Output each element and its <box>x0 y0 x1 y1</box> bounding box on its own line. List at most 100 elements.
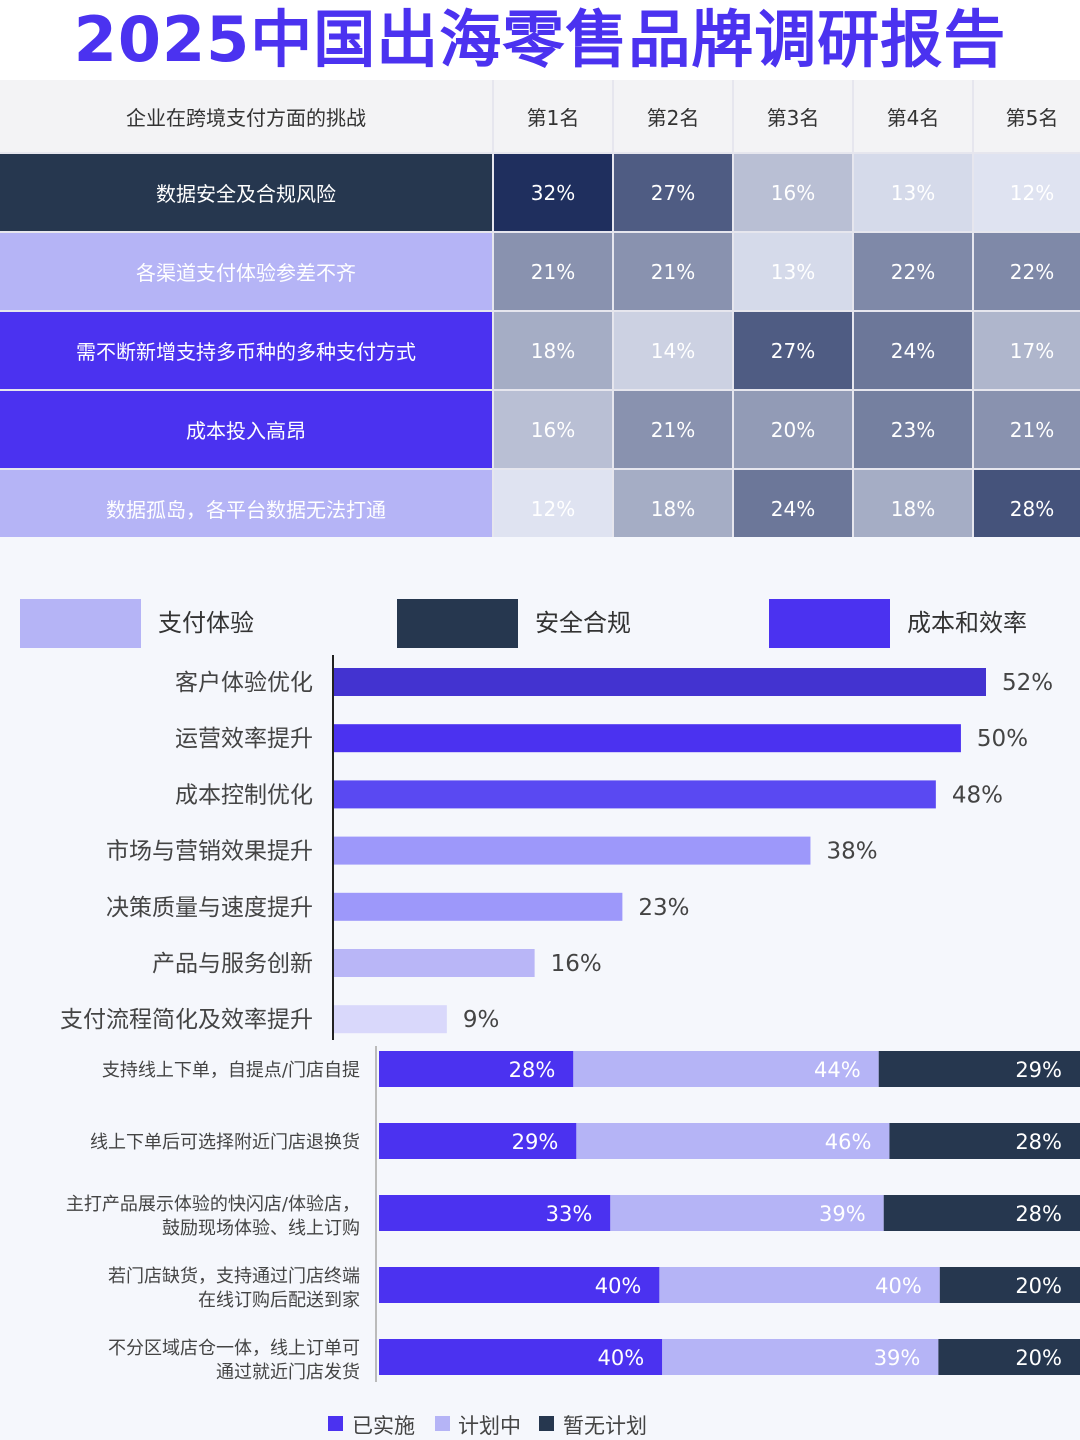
stacked-bar-segment <box>379 1195 611 1231</box>
stacked-category-label: 若门店缺货，支持通过门店终端 <box>108 1266 360 1287</box>
stacked-category-label: 不分区域店仓一体，线上订单可 <box>108 1338 360 1359</box>
heatmap-column-header: 第4名 <box>854 80 972 152</box>
stacked-bar-segment <box>573 1051 879 1087</box>
heatmap-value-cell: 12% <box>974 154 1080 231</box>
legend-label: 支付体验 <box>158 609 254 637</box>
stacked-bar-segment <box>938 1339 1080 1375</box>
stacked-bar-segment <box>379 1123 577 1159</box>
stacked-category-label: 线上下单后可选择附近门店退换货 <box>90 1132 360 1153</box>
stacked-bar-segment <box>939 1267 1080 1303</box>
stacked-legend-swatch <box>539 1416 554 1431</box>
bar-value-label: 16% <box>551 951 602 977</box>
stacked-category-label: 支持线上下单，自提点/门店自提 <box>102 1060 360 1081</box>
stacked-value-label: 29% <box>1015 1058 1062 1082</box>
bar-category-label: 运营效率提升 <box>175 726 313 752</box>
heatmap-row-label: 成本投入高昂 <box>0 391 492 468</box>
heatmap-value-cell: 27% <box>614 154 732 231</box>
heatmap-corner-label: 企业在跨境支付方面的挑战 <box>0 80 492 152</box>
heatmap-column-header: 第2名 <box>614 80 732 152</box>
stacked-legend-label: 暂无计划 <box>563 1414 647 1438</box>
bar <box>334 668 986 696</box>
stacked-bar-segment <box>379 1051 574 1087</box>
bar-value-label: 23% <box>638 895 689 921</box>
stacked-value-label: 28% <box>1015 1202 1062 1226</box>
heatmap-value-cell: 21% <box>614 391 732 468</box>
legend-swatch <box>397 599 518 648</box>
bar-category-label: 决策质量与速度提升 <box>106 895 313 921</box>
stacked-category-label: 在线订购后配送到家 <box>198 1290 360 1311</box>
stacked-category-label: 通过就近门店发货 <box>216 1362 360 1383</box>
heatmap-value-cell: 32% <box>494 154 612 231</box>
stacked-legend-swatch <box>435 1416 450 1431</box>
heatmap-value-cell: 21% <box>494 233 612 310</box>
bar <box>334 836 811 865</box>
stacked-legend-swatch <box>328 1416 343 1431</box>
heatmap-value-cell: 22% <box>974 233 1080 310</box>
stacked-bar-segment <box>659 1267 940 1303</box>
stacked-legend-label: 计划中 <box>458 1414 521 1438</box>
heatmap-value-cell: 13% <box>854 154 972 231</box>
stacked-value-label: 39% <box>819 1202 866 1226</box>
heatmap-row-label: 数据孤岛，各平台数据无法打通 <box>0 470 492 547</box>
legend-swatch <box>20 599 141 648</box>
bar-category-label: 客户体验优化 <box>175 670 313 696</box>
bar-value-label: 9% <box>463 1007 500 1033</box>
heatmap-value-cell: 24% <box>734 470 852 547</box>
stacked-bar-segment <box>878 1051 1080 1087</box>
payment-challenges-heatmap: 企业在跨境支付方面的挑战 第1名 第2名 第3名 第4名 第5名 数据安全及合规风险 32% 2… <box>0 80 1080 547</box>
heatmap-value-cell: 23% <box>854 391 972 468</box>
stacked-value-label: 44% <box>814 1058 861 1082</box>
heatmap-value-cell: 12% <box>494 470 612 547</box>
heatmap-value-cell: 18% <box>494 312 612 389</box>
heatmap-value-cell: 24% <box>854 312 972 389</box>
stacked-bar-segment <box>883 1195 1080 1231</box>
stacked-bar-segment <box>610 1195 884 1231</box>
bar-category-label: 市场与营销效果提升 <box>106 839 313 865</box>
stacked-value-label: 40% <box>598 1346 645 1370</box>
legend-swatch <box>769 599 890 648</box>
stacked-category-label: 主打产品展示体验的快闪店/体验店， <box>66 1194 360 1215</box>
stacked-value-label: 39% <box>874 1346 921 1370</box>
heatmap-column-header: 第5名 <box>974 80 1080 152</box>
stacked-value-label: 20% <box>1015 1274 1062 1298</box>
heatmap-row-label: 数据安全及合规风险 <box>0 154 492 231</box>
bar <box>334 892 623 921</box>
legend-label: 成本和效率 <box>907 609 1027 637</box>
heatmap-row-label: 需不断新增支持多币种的多种支付方式 <box>0 312 492 389</box>
heatmap-row-label: 各渠道支付体验参差不齐 <box>0 233 492 310</box>
heatmap-value-cell: 18% <box>854 470 972 547</box>
heatmap-value-cell: 13% <box>734 233 852 310</box>
bar <box>334 1005 447 1034</box>
stacked-bar-segment <box>662 1339 939 1375</box>
stacked-value-label: 28% <box>509 1058 556 1082</box>
heatmap-value-cell: 17% <box>974 312 1080 389</box>
stacked-value-label: 20% <box>1015 1346 1062 1370</box>
stacked-value-label: 29% <box>512 1130 559 1154</box>
stacked-bar-segment <box>379 1267 660 1303</box>
bar-category-label: 支付流程简化及效率提升 <box>60 1007 313 1033</box>
bar-value-label: 48% <box>952 782 1003 808</box>
heatmap-value-cell: 22% <box>854 233 972 310</box>
stacked-value-label: 46% <box>825 1130 872 1154</box>
stacked-bar-segment <box>889 1123 1080 1159</box>
stacked-bar-segment <box>379 1339 663 1375</box>
bar-category-label: 成本控制优化 <box>175 782 313 808</box>
heatmap-column-header: 第3名 <box>734 80 852 152</box>
stacked-value-label: 40% <box>595 1274 642 1298</box>
bar-value-label: 38% <box>826 839 877 865</box>
page-title: 2025中国出海零售品牌调研报告 <box>73 3 1007 76</box>
heatmap-value-cell: 20% <box>734 391 852 468</box>
heatmap-value-cell: 14% <box>614 312 732 389</box>
legend-label: 安全合规 <box>535 609 631 637</box>
heatmap-value-cell: 16% <box>494 391 612 468</box>
stacked-value-label: 33% <box>546 1202 593 1226</box>
bar-category-label: 产品与服务创新 <box>152 951 313 977</box>
stacked-value-label: 28% <box>1015 1130 1062 1154</box>
heatmap-value-cell: 21% <box>614 233 732 310</box>
heatmap-value-cell: 21% <box>974 391 1080 468</box>
bar-value-label: 50% <box>977 726 1028 752</box>
stacked-bar-segment <box>576 1123 890 1159</box>
bar-value-label: 52% <box>1002 670 1053 696</box>
heatmap-value-cell: 16% <box>734 154 852 231</box>
